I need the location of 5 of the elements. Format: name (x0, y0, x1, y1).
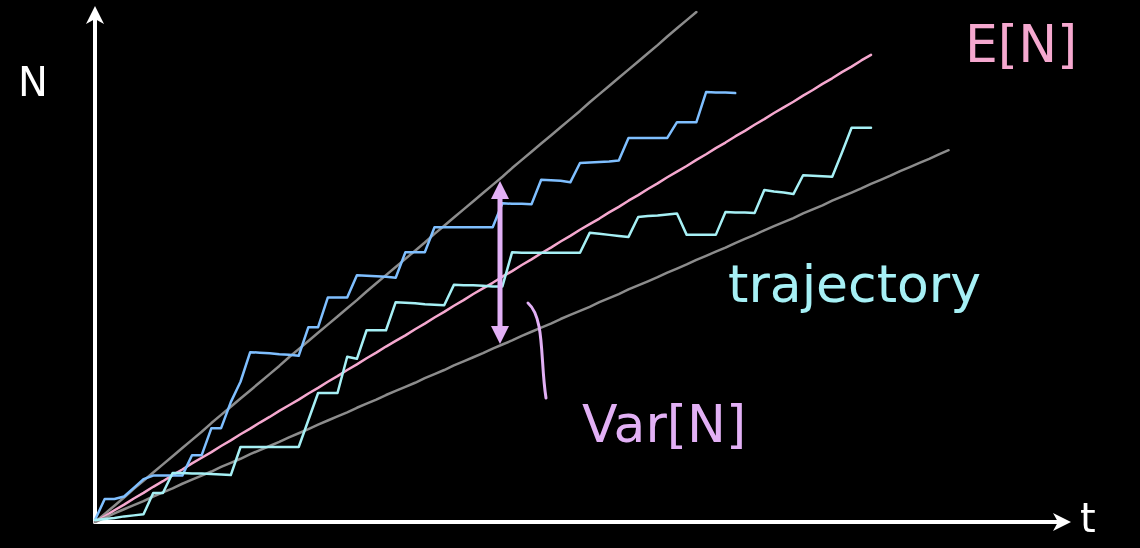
series-label: E[N] (965, 14, 1078, 74)
series-label: trajectory (728, 254, 982, 314)
x-axis-title: t (1080, 495, 1096, 541)
y-axis-title: N (18, 59, 48, 105)
annotation: Var[N] (582, 394, 747, 454)
